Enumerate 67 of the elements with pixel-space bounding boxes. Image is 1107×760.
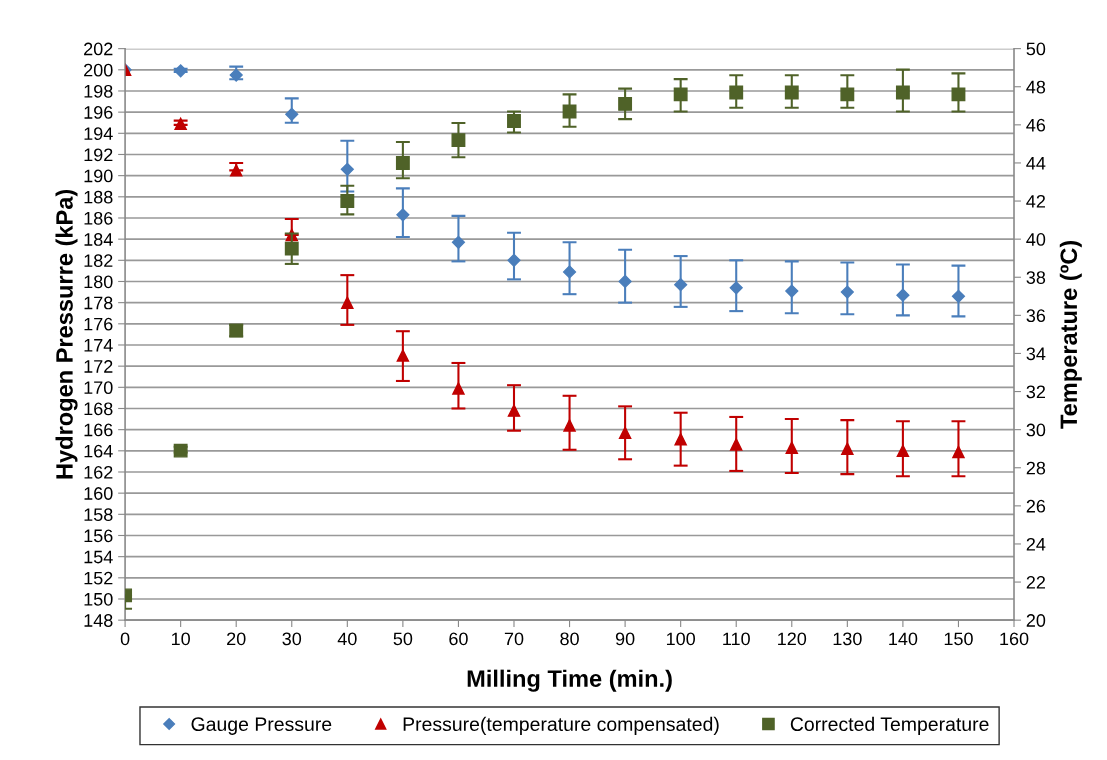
y-tick-label: 158 xyxy=(84,508,113,522)
y-tick-label: 156 xyxy=(84,529,113,543)
y2-axis-title: Temperature (ºC) xyxy=(1059,240,1082,429)
x-tick-label: 30 xyxy=(282,632,302,646)
x-tick-label: 60 xyxy=(449,632,468,646)
x-tick-label: 110 xyxy=(723,632,750,646)
y-tick-label: 168 xyxy=(84,402,113,416)
y-tick-label: 160 xyxy=(84,487,113,500)
x-tick-label: 20 xyxy=(227,632,246,646)
x-tick-label: 160 xyxy=(1000,632,1029,646)
x-tick-label: 130 xyxy=(833,632,862,646)
y2-tick-label: 44 xyxy=(1026,157,1046,170)
y-tick-label: 170 xyxy=(84,381,113,395)
y-tick-label: 200 xyxy=(84,63,113,77)
y-axis-title: Hydrogen Pressurre (kPa) xyxy=(55,189,78,479)
y-tick-label: 182 xyxy=(84,254,113,268)
y2-tick-label: 38 xyxy=(1026,271,1046,284)
y-tick-label: 184 xyxy=(84,233,113,246)
y2-tick-label: 32 xyxy=(1026,385,1045,399)
y-tick-label: 188 xyxy=(84,190,113,204)
y2-tick-label: 48 xyxy=(1026,80,1046,94)
x-tick-label: 0 xyxy=(120,632,130,646)
y2-tick-label: 26 xyxy=(1026,499,1046,513)
x-tick-label: 90 xyxy=(615,632,635,646)
y-tick-label: 202 xyxy=(84,42,113,56)
x-tick-label: 40 xyxy=(337,632,357,646)
y2-tick-label: 42 xyxy=(1026,194,1045,208)
y-tick-label: 196 xyxy=(84,106,113,119)
y2-tick-label: 30 xyxy=(1026,423,1046,437)
y2-tick-label: 40 xyxy=(1026,233,1046,246)
y-tick-label: 178 xyxy=(84,296,113,310)
legend-label: Gauge Pressure xyxy=(191,717,332,735)
y-tick-label: 166 xyxy=(84,423,113,437)
y2-tick-label: 34 xyxy=(1026,347,1046,361)
y-tick-label: 148 xyxy=(84,614,113,627)
y-tick-label: 162 xyxy=(84,465,113,479)
x-tick-label: 70 xyxy=(504,632,524,646)
y-tick-label: 152 xyxy=(84,571,113,585)
y-tick-label: 190 xyxy=(84,169,113,183)
y-tick-label: 198 xyxy=(84,84,113,98)
x-tick-label: 10 xyxy=(171,632,190,646)
y2-tick-label: 36 xyxy=(1026,309,1046,323)
legend-label: Pressure(temperature compensated) xyxy=(403,716,719,735)
y-tick-label: 194 xyxy=(84,127,113,141)
y-tick-label: 172 xyxy=(84,360,113,373)
y2-tick-label: 28 xyxy=(1026,461,1046,475)
y-tick-label: 192 xyxy=(84,148,113,162)
y2-tick-label: 46 xyxy=(1026,118,1046,132)
x-tick-label: 140 xyxy=(889,632,918,646)
y-tick-label: 164 xyxy=(84,444,113,458)
y-tick-label: 180 xyxy=(84,275,113,289)
y2-tick-label: 20 xyxy=(1026,614,1046,627)
x-tick-label: 50 xyxy=(393,632,413,646)
x-axis-title: Milling Time (min.) xyxy=(467,669,672,692)
y-tick-label: 154 xyxy=(84,550,113,564)
y-tick-label: 176 xyxy=(84,317,113,331)
y2-tick-label: 22 xyxy=(1026,575,1045,589)
legend-label: Corrected Temperature xyxy=(790,716,989,735)
x-tick-label: 120 xyxy=(778,632,807,646)
x-tick-label: 80 xyxy=(560,632,579,646)
y-tick-label: 150 xyxy=(84,592,113,606)
x-tick-label: 150 xyxy=(944,632,973,646)
y-tick-label: 186 xyxy=(84,211,113,225)
y-tick-label: 174 xyxy=(84,339,113,352)
y2-tick-label: 24 xyxy=(1026,537,1046,551)
x-tick-label: 100 xyxy=(666,632,696,646)
y2-tick-label: 50 xyxy=(1026,42,1046,56)
